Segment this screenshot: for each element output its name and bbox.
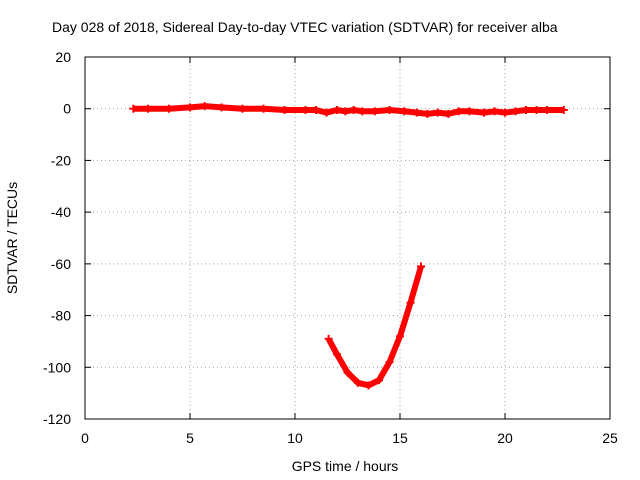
data-point bbox=[412, 108, 421, 117]
data-point bbox=[129, 104, 138, 113]
y-tick-label: -40 bbox=[51, 204, 71, 220]
data-point bbox=[280, 106, 289, 115]
y-axis-label: SDTVAR / TECUs bbox=[4, 182, 20, 294]
data-point bbox=[259, 104, 268, 113]
x-tick-labels: 0 5 10 15 20 25 bbox=[81, 430, 618, 446]
data-point bbox=[200, 102, 209, 111]
y-tick-label: 0 bbox=[63, 101, 71, 117]
y-tick-labels: 20 0 -20 -40 -60 -80 -100 -120 bbox=[43, 49, 71, 427]
data-point bbox=[144, 104, 152, 113]
data-point bbox=[511, 107, 520, 116]
y-tick-label: -60 bbox=[51, 256, 71, 272]
data-point bbox=[396, 332, 404, 341]
data-point bbox=[532, 106, 541, 115]
data-point bbox=[322, 108, 331, 117]
y-tick-label: -80 bbox=[51, 308, 71, 324]
data-point bbox=[324, 334, 333, 343]
y-tick-label: -20 bbox=[51, 152, 71, 168]
data-point bbox=[370, 107, 379, 116]
x-tick-label: 15 bbox=[392, 430, 408, 446]
data-point bbox=[333, 106, 341, 115]
data-point bbox=[465, 107, 474, 116]
y-tick-label: -100 bbox=[43, 359, 71, 375]
data-point bbox=[358, 107, 367, 116]
chart-title: Day 028 of 2018, Sidereal Day-to-day VTE… bbox=[52, 19, 558, 35]
data-point bbox=[349, 106, 358, 115]
x-tick-label: 0 bbox=[81, 430, 89, 446]
y-tick-label: 20 bbox=[55, 49, 71, 65]
data-point bbox=[343, 368, 352, 377]
y-tick-label: -120 bbox=[43, 411, 71, 427]
data-point bbox=[400, 107, 409, 116]
series-line-lower-arc bbox=[325, 265, 424, 389]
data-point bbox=[341, 107, 350, 116]
x-tick-label: 10 bbox=[287, 430, 303, 446]
data-point bbox=[354, 378, 362, 387]
data-point bbox=[217, 103, 226, 112]
x-tick-label: 20 bbox=[497, 430, 513, 446]
data-point bbox=[406, 298, 415, 307]
x-axis-label: GPS time / hours bbox=[292, 458, 399, 474]
data-point bbox=[301, 106, 310, 115]
data-point bbox=[543, 106, 551, 115]
data-point bbox=[433, 108, 442, 117]
x-tick-label: 5 bbox=[186, 430, 194, 446]
data-point bbox=[559, 106, 568, 115]
data-point bbox=[238, 104, 247, 113]
data-point bbox=[423, 109, 432, 118]
data-point bbox=[480, 108, 488, 117]
data-point bbox=[186, 103, 194, 112]
data-point bbox=[375, 376, 383, 385]
grid-lines bbox=[85, 57, 610, 419]
data-point bbox=[333, 350, 341, 359]
data-point bbox=[501, 108, 509, 117]
data-point bbox=[165, 104, 173, 113]
data-point bbox=[364, 381, 373, 390]
data-point bbox=[417, 262, 425, 271]
data-point bbox=[490, 107, 499, 116]
data-series bbox=[129, 102, 568, 390]
data-point bbox=[385, 358, 394, 367]
x-tick-label: 25 bbox=[602, 430, 618, 446]
data-point bbox=[385, 106, 394, 115]
data-point bbox=[454, 107, 463, 116]
data-point bbox=[444, 109, 453, 118]
data-point bbox=[312, 106, 320, 115]
data-point bbox=[522, 106, 530, 115]
plot-frame bbox=[84, 56, 611, 420]
